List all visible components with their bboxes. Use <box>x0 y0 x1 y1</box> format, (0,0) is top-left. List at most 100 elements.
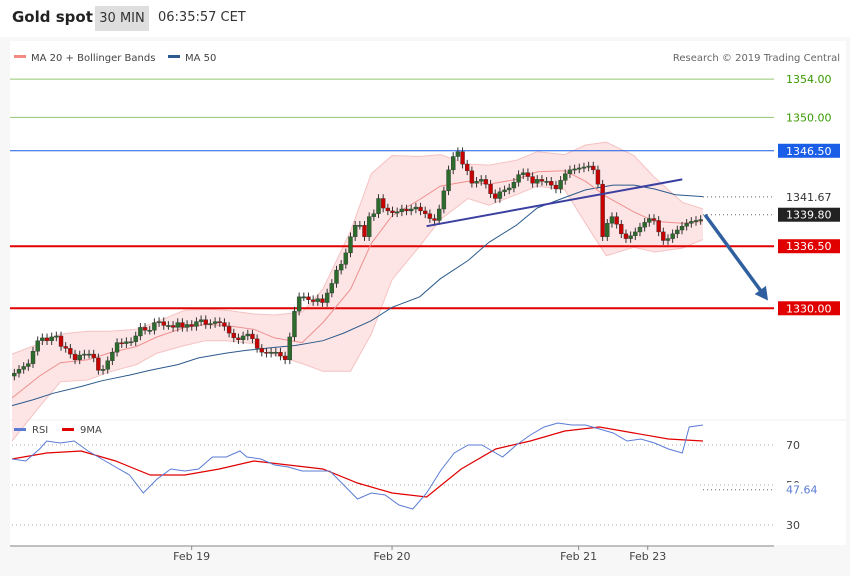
candle-body <box>647 218 652 223</box>
time-label: Feb 20 <box>374 550 411 563</box>
candle-body <box>479 179 484 182</box>
candle-body <box>474 181 479 184</box>
candle <box>698 215 703 225</box>
candle-body <box>563 173 568 181</box>
research-credit: Research © 2019 Trading Central <box>673 53 840 64</box>
bollinger-lower-line <box>11 185 704 442</box>
candle <box>595 165 601 189</box>
candle-body <box>352 225 358 237</box>
level-label-1336.50: 1336.50 <box>786 240 832 253</box>
candle <box>254 334 260 353</box>
candle <box>264 347 269 358</box>
candle <box>343 248 349 269</box>
candle <box>623 229 629 243</box>
candle <box>577 163 582 174</box>
candle-body <box>91 353 96 359</box>
candle <box>591 161 596 175</box>
candle <box>404 204 409 216</box>
candle <box>516 170 521 187</box>
trendline <box>426 178 683 228</box>
candle <box>408 204 414 216</box>
candle <box>460 147 465 169</box>
ma9-legend-label: 9MA <box>80 425 102 436</box>
candle <box>455 147 461 161</box>
ma50-legend-swatch <box>168 55 180 58</box>
candle <box>217 317 222 327</box>
candle-body <box>516 174 521 183</box>
candle-body <box>114 342 120 353</box>
candle-body <box>100 369 106 371</box>
candle-body <box>600 183 605 237</box>
candle <box>198 315 204 326</box>
candle-body <box>507 187 512 191</box>
level-label-1354.00: 1354.00 <box>786 73 832 86</box>
instrument-title: Gold spot <box>12 8 93 26</box>
candle-body <box>549 181 554 186</box>
candle-body <box>338 264 344 271</box>
bollinger-upper-line <box>11 141 704 355</box>
candle <box>26 359 31 371</box>
candle-body <box>96 357 101 371</box>
candle <box>521 168 526 179</box>
candle-body <box>217 321 222 324</box>
candle <box>287 332 293 365</box>
timeframe-badge[interactable]: 30 MIN <box>95 6 149 31</box>
bollinger-band-fill <box>12 142 703 441</box>
candle <box>530 172 535 188</box>
candle <box>665 234 671 245</box>
candle-body <box>175 322 180 328</box>
candle <box>619 219 624 239</box>
candle <box>390 206 395 218</box>
candle-body <box>40 337 45 341</box>
candle <box>119 338 124 348</box>
candle-body <box>675 229 680 235</box>
candle-body <box>595 169 601 185</box>
candle <box>142 323 148 335</box>
candle-body <box>581 166 587 169</box>
candle-body <box>348 236 353 254</box>
candle-body <box>58 335 64 347</box>
candle <box>189 320 194 331</box>
candle <box>86 349 92 359</box>
candle-body <box>334 269 339 284</box>
candle-body <box>413 206 419 210</box>
candle-body <box>530 176 535 184</box>
moving-averages <box>11 170 704 407</box>
candle-body <box>222 322 227 327</box>
candle-body <box>502 189 507 193</box>
candle-body <box>301 296 307 299</box>
candle <box>661 227 666 245</box>
candle <box>600 179 605 241</box>
candle <box>320 294 325 307</box>
candle-body <box>264 351 269 354</box>
candle-body <box>609 216 615 224</box>
ma9-legend-swatch <box>62 428 74 431</box>
candle <box>329 279 335 298</box>
candle <box>357 220 363 230</box>
candle <box>114 338 120 357</box>
candle <box>511 177 517 193</box>
candle <box>133 331 138 346</box>
candle-body <box>623 233 629 239</box>
candle <box>278 347 283 361</box>
candles <box>12 147 703 381</box>
candle-body <box>138 327 143 337</box>
chart-svg: MA 20 + Bollinger Bands MA 50 Research ©… <box>0 37 850 576</box>
candle <box>296 292 302 316</box>
candle-body <box>44 337 50 341</box>
candle-body <box>68 348 73 355</box>
candle <box>128 337 134 346</box>
candle <box>451 152 456 175</box>
candle-body <box>371 213 377 217</box>
price-axis-bg <box>774 41 846 419</box>
candle <box>376 194 381 219</box>
candle <box>549 177 554 190</box>
candle-body <box>133 335 138 342</box>
candle <box>633 227 638 241</box>
candle-body <box>124 341 129 344</box>
candle-body <box>661 231 666 241</box>
candle-body <box>198 319 204 322</box>
timestamp: 06:35:57 CET <box>158 10 246 25</box>
candle-body <box>86 353 92 356</box>
candle <box>581 162 587 173</box>
